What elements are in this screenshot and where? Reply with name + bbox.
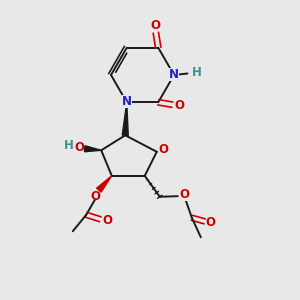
Text: O: O	[102, 214, 112, 227]
Text: O: O	[158, 143, 168, 156]
Text: O: O	[91, 190, 101, 203]
Text: O: O	[206, 216, 216, 229]
Text: N: N	[122, 95, 132, 108]
Text: O: O	[175, 99, 185, 112]
Text: H: H	[192, 66, 201, 80]
Text: H: H	[64, 139, 74, 152]
Text: O: O	[151, 19, 161, 32]
Polygon shape	[85, 146, 101, 152]
Text: O: O	[179, 188, 189, 201]
Polygon shape	[122, 102, 128, 135]
Text: N: N	[168, 68, 178, 81]
Polygon shape	[97, 176, 112, 192]
Text: O: O	[75, 141, 85, 154]
